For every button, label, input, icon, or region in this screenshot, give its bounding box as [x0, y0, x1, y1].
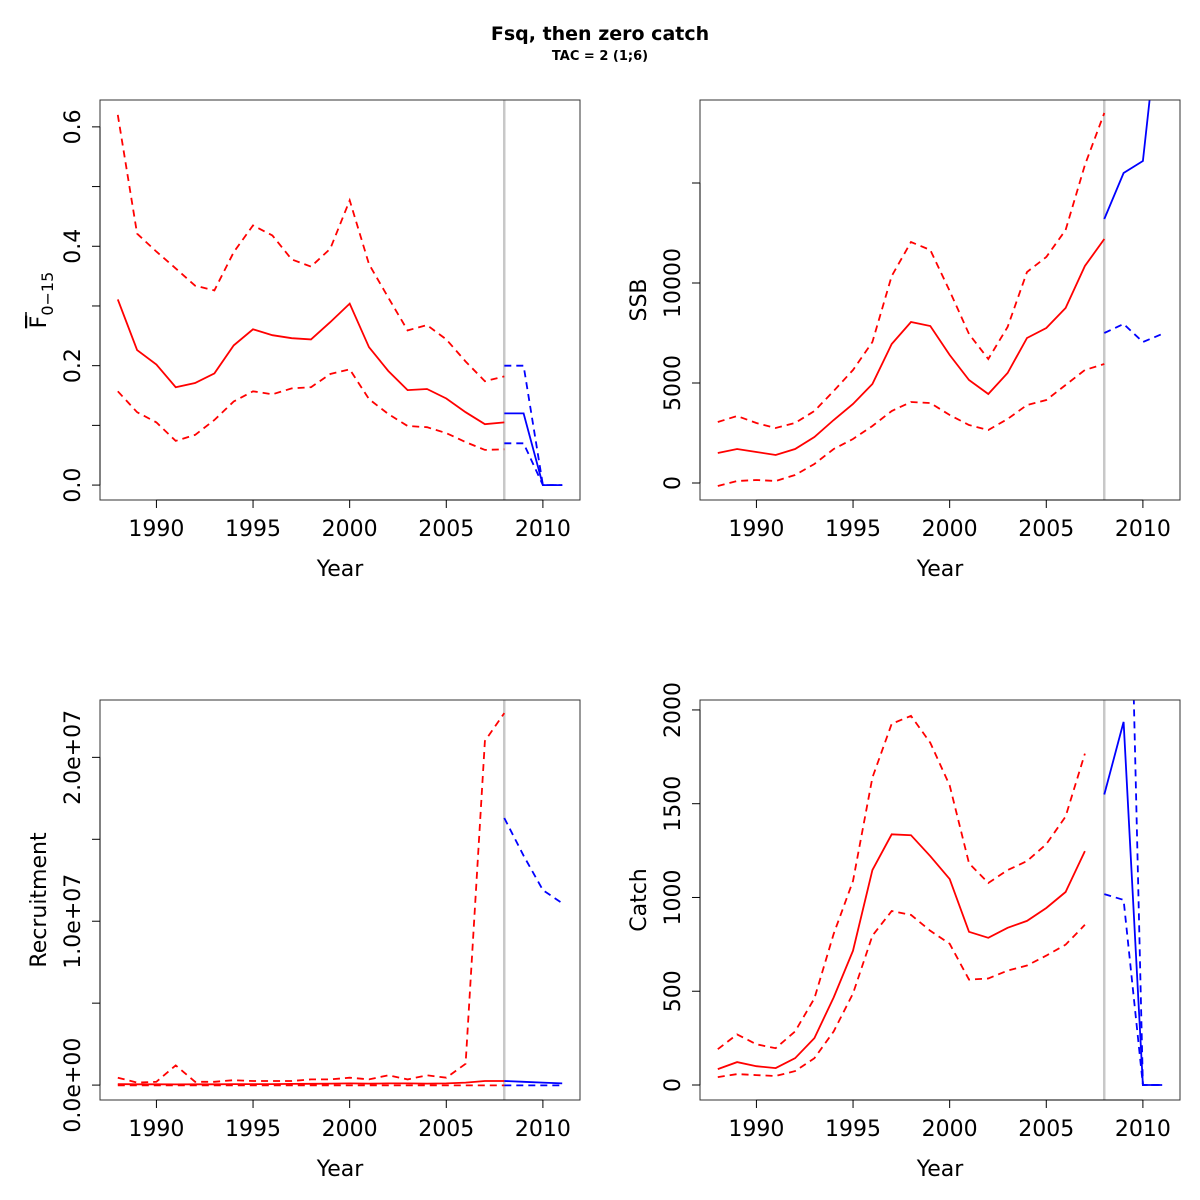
plot-area [117, 700, 563, 1100]
projection-lower-line [1104, 893, 1163, 1086]
x-tick-label: 2000 [322, 517, 378, 542]
historic-lower-line [717, 910, 1086, 1078]
projection-median-line [504, 1080, 563, 1085]
catch-panel: 1990 1995 2000 2005 2010 Year 0 500 1000 1500 2000… [627, 682, 1181, 1182]
y-tick-label: 1500 [661, 776, 686, 832]
y-tick-label: 0 [661, 1078, 686, 1092]
y-tick-label: 5000 [661, 355, 686, 411]
projection-upper-line [503, 817, 563, 904]
y-tick-label: 1.0e+07 [61, 874, 86, 969]
projection-upper-line [504, 364, 563, 486]
x-axis-label: Year [316, 1157, 365, 1182]
y-tick-label: 0.6 [61, 109, 86, 144]
y-axis-label: F0−15 [27, 272, 57, 329]
historic-upper-line [117, 712, 506, 1084]
historic-lower-line [117, 368, 505, 451]
f-panel: 1990 1995 2000 2005 2010 Year 0.0 0.2 0.4 0.6 F0−1… [25, 99, 581, 582]
x-tick-label: 2005 [418, 1117, 474, 1142]
plot-frame [99, 99, 581, 501]
plot-area [717, 700, 1163, 1100]
plot-area [116, 100, 563, 500]
x-tick-label: 1995 [825, 517, 881, 542]
plot-frame [99, 699, 581, 1101]
y-tick-label: 0.2 [61, 348, 86, 383]
plot-frame [699, 99, 1181, 501]
y-tick-label: 500 [661, 970, 686, 1012]
ssb-panel: 1990 1995 2000 2005 2010 Year 0 5000 10000 SSB [627, 99, 1181, 582]
projection-lower-line [504, 442, 563, 486]
x-tick-label: 2005 [418, 517, 474, 542]
historic-median-line [717, 238, 1106, 456]
x-tick-label: 2000 [322, 1117, 378, 1142]
x-tick-label: 2010 [515, 517, 571, 542]
y-axis-label: Catch [627, 868, 652, 932]
y-tick-label: 2.0e+07 [61, 710, 86, 805]
y-axis-label: Recruitment [27, 832, 52, 968]
x-tick-label: 2010 [1115, 1117, 1171, 1142]
projection-median-line [1103, 100, 1151, 220]
historic-upper-line [717, 714, 1086, 1050]
plot-area [717, 100, 1163, 500]
y-tick-label: 0.0 [61, 468, 86, 503]
historic-median-line [717, 833, 1086, 1070]
x-tick-label: 1990 [728, 517, 784, 542]
x-tick-label: 1990 [728, 1117, 784, 1142]
y-label-main: F [27, 316, 52, 329]
projection-lower-line [1103, 322, 1163, 344]
chart-title: Fsq, then zero catch [491, 23, 709, 45]
historic-median-line [116, 299, 505, 426]
historic-median-line [117, 1080, 505, 1086]
x-tick-label: 1995 [225, 517, 281, 542]
historic-upper-line [717, 112, 1106, 429]
x-axis-label: Year [916, 1157, 965, 1182]
x-tick-label: 2010 [515, 1117, 571, 1142]
y-tick-label: 2000 [661, 682, 686, 738]
x-axis-label: Year [316, 557, 365, 582]
x-tick-label: 2005 [1018, 517, 1074, 542]
x-tick-label: 1990 [128, 517, 184, 542]
x-tick-label: 2010 [1115, 517, 1171, 542]
y-tick-label: 1000 [661, 869, 686, 925]
y-tick-label: 0.4 [61, 229, 86, 264]
historic-upper-line [116, 114, 505, 383]
x-tick-label: 2000 [922, 1117, 978, 1142]
y-tick-label: 10000 [661, 248, 686, 318]
x-tick-label: 1990 [128, 1117, 184, 1142]
x-tick-label: 2005 [1018, 1117, 1074, 1142]
recruitment-panel: 1990 1995 2000 2005 2010 Year 0.0e+00 1.0e+07 2.… [27, 699, 581, 1182]
projection-median-line [1103, 721, 1163, 1086]
x-tick-label: 1995 [825, 1117, 881, 1142]
x-tick-label: 2000 [922, 517, 978, 542]
x-tick-label: 1995 [225, 1117, 281, 1142]
historic-lower-line [717, 363, 1105, 487]
plot-frame [699, 699, 1181, 1101]
y-tick-label: 0 [661, 476, 686, 490]
y-axis-label: SSB [627, 278, 652, 321]
x-axis-label: Year [916, 557, 965, 582]
chart-subtitle: TAC = 2 (1;6) [552, 49, 648, 64]
projection-upper-line [1132, 700, 1163, 1086]
y-tick-label: 0.0e+00 [61, 1038, 86, 1133]
y-label-subscript: 0−15 [38, 272, 57, 316]
